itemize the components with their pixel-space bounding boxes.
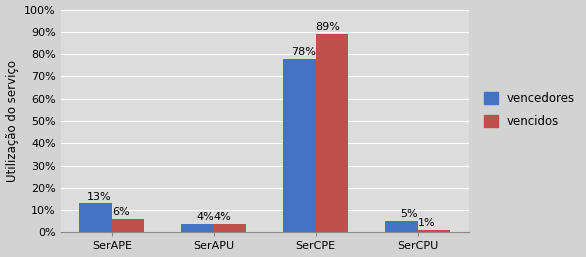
Text: 5%: 5% bbox=[400, 209, 418, 219]
Bar bbox=[214, 224, 246, 232]
Text: 6%: 6% bbox=[112, 207, 130, 217]
Bar bbox=[385, 221, 418, 232]
Bar bbox=[283, 59, 316, 232]
Bar bbox=[418, 230, 450, 232]
Text: 1%: 1% bbox=[418, 218, 435, 228]
Text: 4%: 4% bbox=[214, 212, 231, 222]
Bar bbox=[181, 224, 214, 232]
Text: 78%: 78% bbox=[291, 47, 316, 57]
Text: 4%: 4% bbox=[196, 212, 214, 222]
Bar bbox=[112, 219, 144, 232]
Text: 89%: 89% bbox=[316, 22, 340, 32]
Text: 13%: 13% bbox=[87, 192, 112, 202]
Bar bbox=[316, 34, 348, 232]
Bar bbox=[79, 204, 112, 232]
Legend: vencedores, vencidos: vencedores, vencidos bbox=[479, 87, 580, 132]
Y-axis label: Utilização do serviço: Utilização do serviço bbox=[5, 60, 19, 182]
